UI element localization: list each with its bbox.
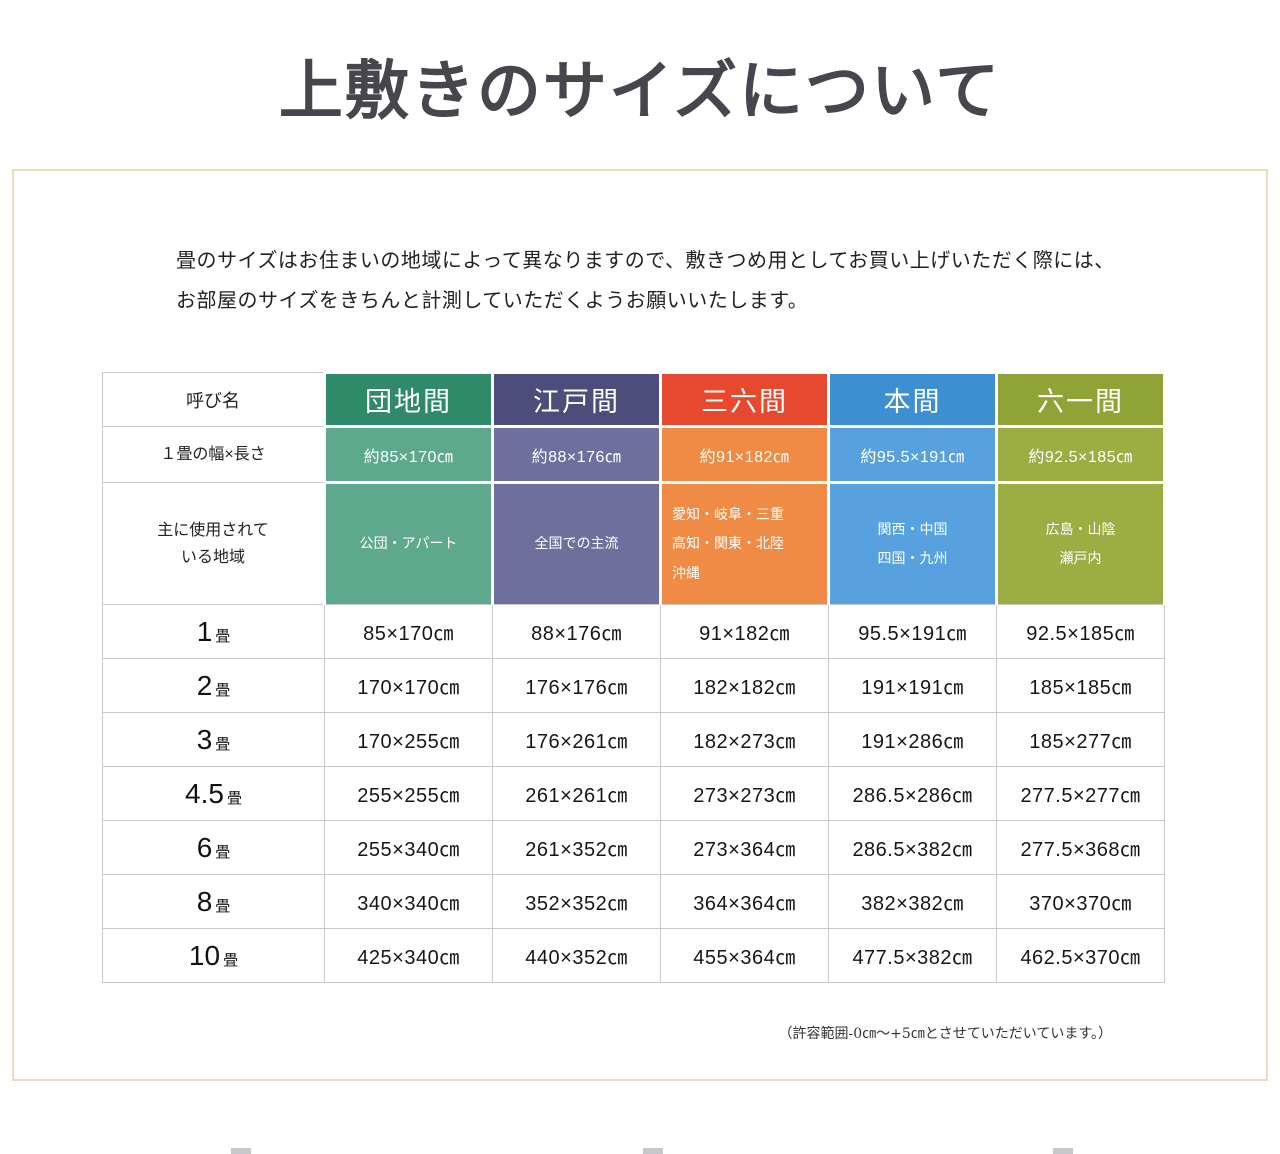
size-value-cell: 462.5×370㎝ bbox=[996, 928, 1165, 984]
size-value-cell: 277.5×277㎝ bbox=[996, 766, 1165, 822]
column-header-edoma: 江戸間 bbox=[491, 371, 662, 429]
region-cell-rokuichima: 広島・山陰 瀬戸内 bbox=[995, 481, 1166, 606]
content-panel: 畳のサイズはお住まいの地域によって異なりますので、敷きつめ用としてお買い上げいた… bbox=[12, 169, 1268, 1082]
row-label: 10 畳 bbox=[102, 928, 325, 984]
size-value-cell: 277.5×368㎝ bbox=[996, 820, 1165, 876]
size-value-cell: 85×170㎝ bbox=[324, 604, 493, 660]
column-header-honma: 本間 bbox=[827, 371, 998, 429]
row-label-unit: 畳 bbox=[215, 735, 231, 753]
size-value-cell: 364×364㎝ bbox=[660, 874, 829, 930]
region-label-line-2: いる地域 bbox=[180, 548, 245, 566]
table-row-4-5jo: 4.5 畳 255×255㎝ 261×261㎝ 273×273㎝ 286.5×28… bbox=[102, 766, 1165, 822]
width-length-row: １畳の幅×長さ 約85×170㎝ 約88×176㎝ 約91×182㎝ 約95.5… bbox=[102, 425, 1166, 485]
size-value-cell: 286.5×382㎝ bbox=[828, 820, 997, 876]
size-cell-honma: 約95.5×191㎝ bbox=[827, 425, 998, 485]
size-cell-danchima: 約85×170㎝ bbox=[323, 425, 494, 485]
size-value-cell: 261×352㎝ bbox=[492, 820, 661, 876]
size-value-cell: 370×370㎝ bbox=[996, 874, 1165, 930]
row-label-number: 10 bbox=[188, 939, 221, 971]
size-value-cell: 455×364㎝ bbox=[660, 928, 829, 984]
row-label-number: 4.5 bbox=[185, 777, 224, 809]
page-title: 上敷きのサイズについて bbox=[278, 54, 1002, 129]
size-value-cell: 261×261㎝ bbox=[492, 766, 661, 822]
column-header-danchima: 団地間 bbox=[323, 371, 494, 429]
size-value-cell: 352×352㎝ bbox=[492, 874, 661, 930]
size-value-cell: 273×364㎝ bbox=[660, 820, 829, 876]
size-value-cell: 191×191㎝ bbox=[828, 658, 997, 714]
size-value-cell: 182×182㎝ bbox=[660, 658, 829, 714]
row-label-number: 1 bbox=[196, 615, 213, 647]
size-value-cell: 191×286㎝ bbox=[828, 712, 997, 768]
tatami-size-table: 呼び名 団地間 江戸間 三六間 本間 六一間 １畳の幅×長さ 約85×170㎝ … bbox=[102, 371, 1166, 984]
name-header-cell: 呼び名 bbox=[102, 372, 325, 428]
column-header-saburokuma: 三六間 bbox=[659, 371, 830, 429]
size-cell-rokuichima: 約92.5×185㎝ bbox=[995, 425, 1166, 485]
region-label-line-1: 主に使用されて bbox=[157, 521, 269, 539]
row-label: 4.5 畳 bbox=[102, 766, 325, 822]
region-cell-danchima: 公団・アパート bbox=[323, 481, 494, 606]
size-value-cell: 340×340㎝ bbox=[324, 874, 493, 930]
intro-text: 畳のサイズはお住まいの地域によって異なりますので、敷きつめ用としてお買い上げいた… bbox=[176, 241, 1226, 321]
table-header-row: 呼び名 団地間 江戸間 三六間 本間 六一間 bbox=[102, 371, 1166, 429]
next-section-fragment bbox=[643, 1148, 663, 1154]
region-row-label: 主に使用されて いる地域 bbox=[102, 482, 325, 606]
next-section-fragment bbox=[1053, 1148, 1073, 1154]
size-value-cell: 382×382㎝ bbox=[828, 874, 997, 930]
row-label-number: 2 bbox=[196, 669, 213, 701]
intro-line-2: お部屋のサイズをきちんと計測していただくようお願いいたします。 bbox=[176, 290, 809, 313]
size-value-cell: 170×170㎝ bbox=[324, 658, 493, 714]
row-label-unit: 畳 bbox=[215, 627, 231, 645]
size-value-cell: 440×352㎝ bbox=[492, 928, 661, 984]
tolerance-footnote: （許容範囲-0㎝～+5㎝とさせていただいています。） bbox=[778, 1026, 1112, 1043]
row-label-unit: 畳 bbox=[223, 951, 239, 969]
size-cell-edoma: 約88×176㎝ bbox=[491, 425, 662, 485]
size-value-cell: 273×273㎝ bbox=[660, 766, 829, 822]
size-value-cell: 477.5×382㎝ bbox=[828, 928, 997, 984]
next-section-fragment bbox=[231, 1148, 251, 1154]
column-header-rokuichima: 六一間 bbox=[995, 371, 1166, 429]
size-row-label: １畳の幅×長さ bbox=[102, 426, 325, 484]
size-value-cell: 170×255㎝ bbox=[324, 712, 493, 768]
region-cell-edoma: 全国での主流 bbox=[491, 481, 662, 606]
size-value-cell: 255×340㎝ bbox=[324, 820, 493, 876]
row-label-number: 8 bbox=[196, 885, 213, 917]
size-value-cell: 255×255㎝ bbox=[324, 766, 493, 822]
size-value-cell: 92.5×185㎝ bbox=[996, 604, 1165, 660]
region-cell-honma: 関西・中国 四国・九州 bbox=[827, 481, 998, 606]
size-value-cell: 185×185㎝ bbox=[996, 658, 1165, 714]
table-row-10jo: 10 畳 425×340㎝ 440×352㎝ 455×364㎝ 477.5×382… bbox=[102, 928, 1165, 984]
size-value-cell: 286.5×286㎝ bbox=[828, 766, 997, 822]
size-value-cell: 185×277㎝ bbox=[996, 712, 1165, 768]
size-value-cell: 95.5×191㎝ bbox=[828, 604, 997, 660]
row-label-number: 6 bbox=[196, 831, 213, 863]
size-cell-saburokuma: 約91×182㎝ bbox=[659, 425, 830, 485]
size-value-cell: 176×176㎝ bbox=[492, 658, 661, 714]
row-label-unit: 畳 bbox=[226, 789, 242, 807]
region-row: 主に使用されて いる地域 公団・アパート 全国での主流 愛知・岐阜・三重 高知・… bbox=[102, 481, 1166, 606]
row-label-unit: 畳 bbox=[215, 681, 231, 699]
size-value-cell: 91×182㎝ bbox=[660, 604, 829, 660]
size-value-cell: 182×273㎝ bbox=[660, 712, 829, 768]
region-cell-saburokuma: 愛知・岐阜・三重 高知・関東・北陸 沖縄 bbox=[659, 481, 830, 606]
row-label-unit: 畳 bbox=[215, 897, 231, 915]
row-label-number: 3 bbox=[196, 723, 213, 755]
size-value-cell: 425×340㎝ bbox=[324, 928, 493, 984]
size-value-cell: 88×176㎝ bbox=[492, 604, 661, 660]
row-label-unit: 畳 bbox=[215, 843, 231, 861]
intro-line-1: 畳のサイズはお住まいの地域によって異なりますので、敷きつめ用としてお買い上げいた… bbox=[176, 250, 1115, 273]
size-value-cell: 176×261㎝ bbox=[492, 712, 661, 768]
